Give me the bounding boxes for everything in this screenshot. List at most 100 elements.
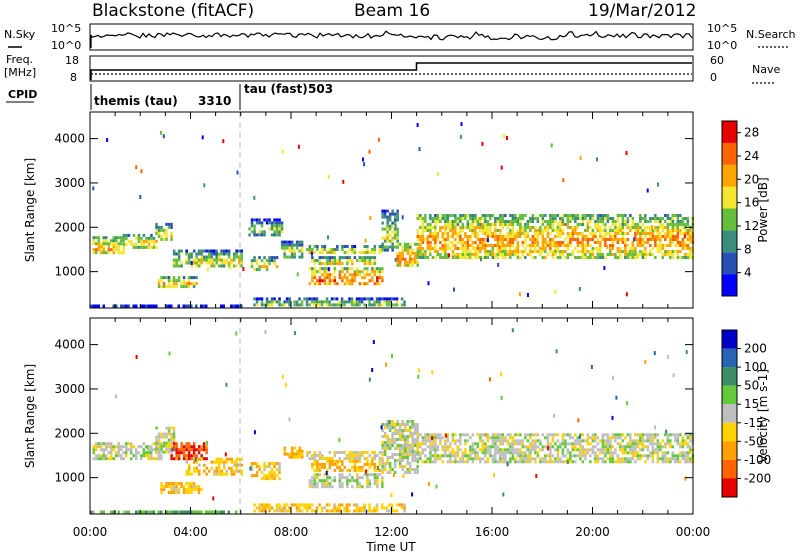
power-echo-cell [499,232,502,235]
power-echo-cell [461,238,465,241]
power-echo-cell [391,224,394,228]
velocity-echo-cell [175,442,178,446]
power-echo-cell [333,270,337,274]
velocity-echo-cell [318,468,322,472]
power-echo-cell [361,251,364,254]
velocity-echo-cell [193,466,196,470]
power-echo-cell [599,247,602,250]
velocity-echo-cell [263,462,266,466]
power-echo-cell [273,256,276,260]
power-echo-cell [579,244,582,247]
power-echo-cell [370,303,374,307]
velocity-echo-cell [383,423,387,426]
power-echo-cell [621,226,625,229]
velocity-echo-cell [180,510,183,514]
velocity-echo-cell [391,432,394,435]
velocity-echo-cell [416,436,420,440]
power-echo-cell [421,229,425,232]
velocity-echo-cell [361,454,364,457]
power-echo-cell [127,239,131,243]
power-echo-cell [416,263,419,267]
velocity-echo-cell [689,451,692,455]
velocity-echo-cell [689,433,692,437]
velocity-echo-cell [639,454,642,458]
power-echo-cell [205,249,208,253]
velocity-echo-cell [541,448,545,452]
power-echo-cell [346,276,349,280]
power-echo-cell [112,251,115,255]
power-echo-cell [589,220,592,223]
velocity-echo-cell [631,442,635,446]
power-echo-cell [509,241,512,244]
velocity-echo-cell [165,444,168,448]
power-echo-cell [165,285,168,289]
velocity-noise-cell [114,394,117,399]
power-echo-cell [674,223,677,226]
velocity-echo-cell [529,436,532,440]
power-echo-cell [471,223,475,226]
velocity-echo-cell [391,441,394,444]
velocity-echo-cell [536,445,540,449]
velocity-echo-cell [459,439,462,443]
power-echo-cell [424,256,427,259]
velocity-echo-cell [479,433,482,437]
velocity-echo-cell [416,451,420,455]
power-echo-cell [669,256,672,259]
power-echo-cell [524,250,527,253]
velocity-echo-cell [278,468,281,472]
power-echo-cell [167,225,171,229]
power-echo-cell [396,236,399,240]
velocity-echo-cell [343,509,346,513]
power-echo-cell [551,226,555,229]
power-echo-cell [227,249,231,253]
velocity-echo-cell [484,448,487,452]
power-echo-cell [300,252,304,256]
power-echo-cell [235,249,238,253]
velocity-echo-cell [105,448,108,452]
power-echo-cell [167,276,171,280]
power-echo-cell [474,220,477,223]
power-echo-cell [529,217,532,220]
power-echo-cell [654,217,657,220]
power-echo-cell [686,238,690,241]
velocity-echo-cell [363,473,367,477]
power-echo-cell [551,256,555,259]
power-echo-cell [290,243,294,247]
velocity-echo-cell [464,454,467,458]
velocity-echo-cell [484,460,487,464]
velocity-echo-cell [288,455,291,459]
power-echo-cell [393,233,397,237]
power-echo-cell [105,242,108,246]
velocity-cbar-tick-label: 100 [744,360,767,374]
velocity-echo-cell [403,444,407,447]
velocity-echo-cell [373,479,377,483]
power-noise-cell [160,130,162,135]
velocity-echo-cell [591,433,595,437]
velocity-echo-cell [165,447,168,451]
power-echo-cell [516,250,520,253]
velocity-echo-cell [429,460,432,464]
power-echo-cell [290,246,294,250]
velocity-echo-cell [316,454,319,457]
power-echo-cell [396,242,399,246]
power-cbar-segment [722,121,737,143]
power-echo-cell [576,232,580,235]
velocity-echo-cell [152,457,155,461]
power-echo-cell [378,251,382,254]
power-echo-cell [466,244,470,247]
velocity-echo-cell [601,451,605,455]
velocity-echo-cell [188,466,191,470]
power-echo-cell [217,258,221,262]
velocity-echo-cell [574,445,577,449]
velocity-echo-cell [192,454,196,458]
power-echo-cell [481,232,485,235]
power-echo-cell [348,256,352,260]
velocity-echo-cell [388,509,391,513]
velocity-echo-cell [165,450,168,454]
velocity-echo-cell [313,459,317,463]
power-echo-cell [400,297,404,301]
velocity-echo-cell [376,482,379,486]
power-echo-cell [378,248,382,251]
power-echo-cell [501,256,505,259]
power-noise-cell [437,171,439,176]
